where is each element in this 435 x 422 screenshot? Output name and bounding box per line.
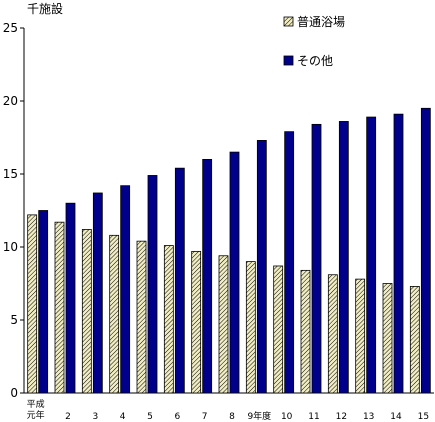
y-tick-label: 15 xyxy=(3,167,18,181)
bar-futsuu-yokujou xyxy=(218,255,229,394)
bar-sonota xyxy=(338,121,349,394)
legend-label: その他 xyxy=(297,54,333,68)
bar-sonota xyxy=(120,185,131,394)
bars xyxy=(27,107,431,394)
legend-swatch-sonota xyxy=(283,55,294,66)
x-tick-label: 6 xyxy=(174,412,180,422)
x-tick-label: 15 xyxy=(418,412,429,422)
x-tick-label: 10 xyxy=(281,412,293,422)
x-tick-label: 9年度 xyxy=(247,410,271,422)
x-tick-label: 12 xyxy=(336,412,347,422)
bar-sonota xyxy=(174,167,185,394)
x-tick-label: 元年 xyxy=(27,409,45,421)
bar-sonota xyxy=(92,192,103,394)
x-tick-label: 8 xyxy=(229,412,235,422)
bar-futsuu-yokujou xyxy=(245,261,256,394)
bar-sonota xyxy=(256,140,267,394)
x-tick-label: 3 xyxy=(92,412,98,422)
bar-sonota xyxy=(420,107,431,394)
y-tick-label: 0 xyxy=(10,386,18,400)
unit-label: 千施設 xyxy=(27,1,63,16)
bar-futsuu-yokujou xyxy=(300,269,311,394)
bar-futsuu-yokujou xyxy=(109,234,120,394)
bar-sonota xyxy=(38,210,49,394)
x-tick-label: 平成 xyxy=(27,398,45,410)
legend-swatch-futsuu-yokujou xyxy=(283,16,294,27)
bar-futsuu-yokujou xyxy=(27,214,38,394)
x-tick-label: 7 xyxy=(202,412,208,422)
bar-sonota xyxy=(65,202,76,394)
y-tick-label: 25 xyxy=(3,21,18,35)
legend-label: 普通浴場 xyxy=(297,15,345,29)
bar-futsuu-yokujou xyxy=(409,286,420,394)
bar-sonota xyxy=(202,158,213,394)
y-axis: 0 5 10 15 20 25 xyxy=(3,21,25,400)
x-tick-label: 2 xyxy=(65,412,71,422)
y-tick-label: 20 xyxy=(3,94,18,108)
bar-futsuu-yokujou xyxy=(136,240,147,394)
bar-futsuu-yokujou xyxy=(382,283,393,394)
x-tick-label: 11 xyxy=(308,412,319,422)
bar-sonota xyxy=(147,175,158,394)
bar-futsuu-yokujou xyxy=(191,250,202,394)
y-tick-label: 10 xyxy=(3,240,18,254)
bar-sonota xyxy=(229,151,240,394)
bar-sonota xyxy=(311,123,322,394)
bar-futsuu-yokujou xyxy=(273,265,284,394)
bar-sonota xyxy=(366,116,377,394)
bar-futsuu-yokujou xyxy=(327,274,338,394)
bar-futsuu-yokujou xyxy=(355,278,366,394)
bar-futsuu-yokujou xyxy=(54,221,65,394)
bar-sonota xyxy=(393,113,404,394)
x-tick-label: 14 xyxy=(390,412,402,422)
bar-sonota xyxy=(284,131,295,394)
x-tick-label: 4 xyxy=(120,412,126,422)
y-tick-label: 5 xyxy=(10,313,18,327)
x-tick-label: 5 xyxy=(147,412,153,422)
x-tick-label: 13 xyxy=(363,412,374,422)
bar-futsuu-yokujou xyxy=(163,245,174,394)
bar-futsuu-yokujou xyxy=(81,229,92,394)
